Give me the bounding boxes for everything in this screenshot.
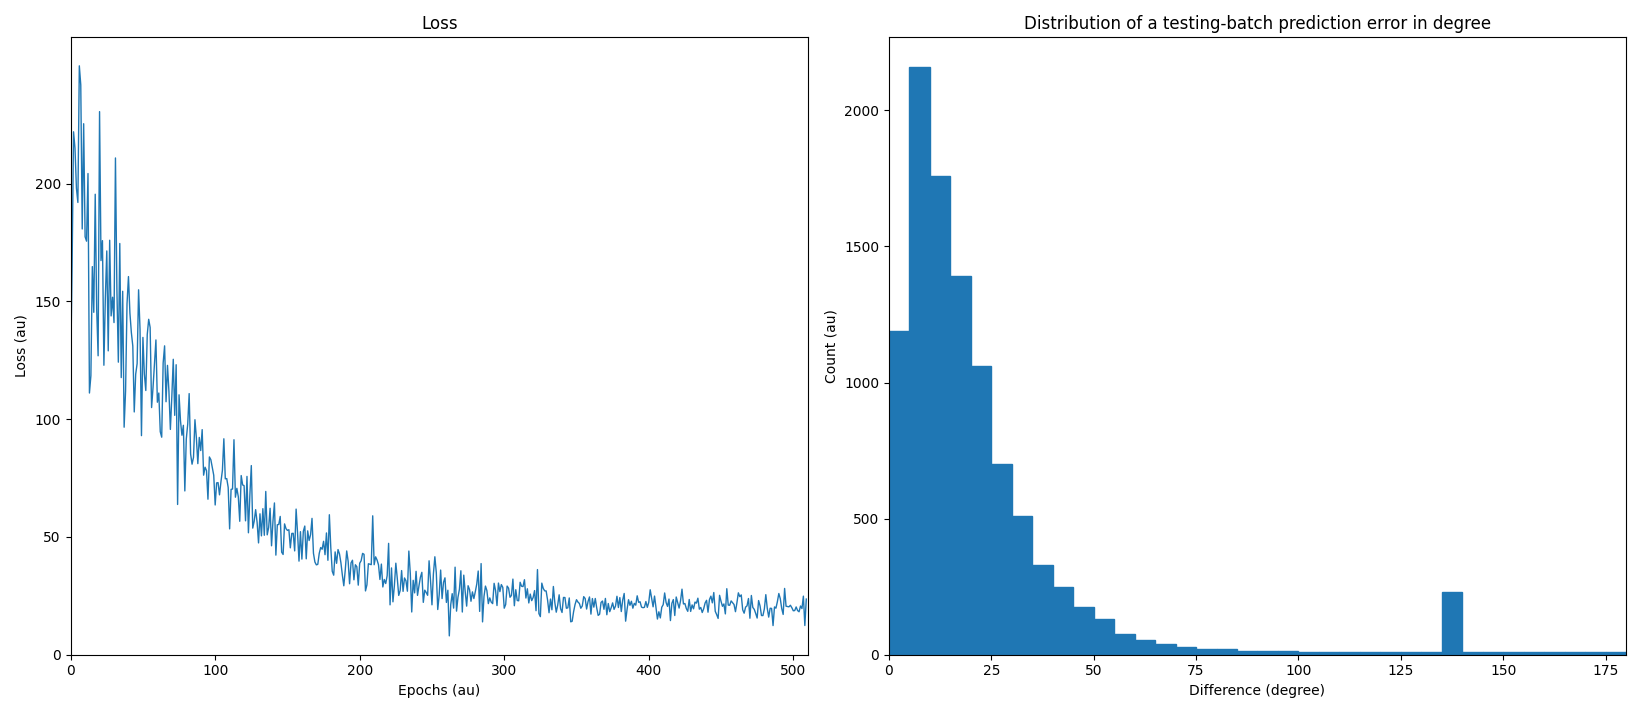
Bar bbox=[1073, 607, 1093, 655]
Bar bbox=[930, 175, 950, 655]
Bar bbox=[889, 331, 909, 655]
Bar bbox=[909, 67, 930, 655]
Bar bbox=[1605, 652, 1626, 655]
Bar bbox=[1257, 651, 1278, 655]
Bar bbox=[1462, 652, 1483, 655]
X-axis label: Epochs (au): Epochs (au) bbox=[399, 684, 481, 698]
Bar bbox=[1175, 647, 1196, 655]
Bar bbox=[1421, 652, 1442, 655]
Bar bbox=[1380, 652, 1401, 655]
Bar bbox=[1012, 516, 1032, 655]
Bar bbox=[1054, 587, 1073, 655]
Bar bbox=[1237, 651, 1257, 655]
Bar bbox=[1585, 652, 1605, 655]
Bar bbox=[1544, 652, 1564, 655]
Bar bbox=[1216, 650, 1237, 655]
Bar bbox=[1278, 651, 1298, 655]
X-axis label: Difference (degree): Difference (degree) bbox=[1190, 684, 1326, 698]
Title: Distribution of a testing-batch prediction error in degree: Distribution of a testing-batch predicti… bbox=[1024, 15, 1492, 33]
Bar bbox=[1564, 652, 1585, 655]
Bar bbox=[1442, 592, 1462, 655]
Bar bbox=[1401, 652, 1421, 655]
Bar bbox=[1093, 620, 1114, 655]
Bar bbox=[1503, 652, 1523, 655]
Bar bbox=[950, 277, 971, 655]
Bar bbox=[1196, 650, 1216, 655]
Bar bbox=[1319, 652, 1339, 655]
Bar bbox=[1032, 565, 1054, 655]
Bar bbox=[1114, 635, 1134, 655]
Bar bbox=[1155, 644, 1175, 655]
Bar bbox=[1298, 652, 1319, 655]
Title: Loss: Loss bbox=[420, 15, 458, 33]
Bar bbox=[971, 366, 991, 655]
Bar bbox=[991, 464, 1012, 655]
Y-axis label: Loss (au): Loss (au) bbox=[15, 314, 30, 377]
Bar bbox=[1523, 652, 1544, 655]
Y-axis label: Count (au): Count (au) bbox=[824, 309, 839, 383]
Bar bbox=[1134, 640, 1155, 655]
Bar bbox=[1339, 652, 1360, 655]
Bar bbox=[1360, 652, 1380, 655]
Bar bbox=[1483, 652, 1503, 655]
